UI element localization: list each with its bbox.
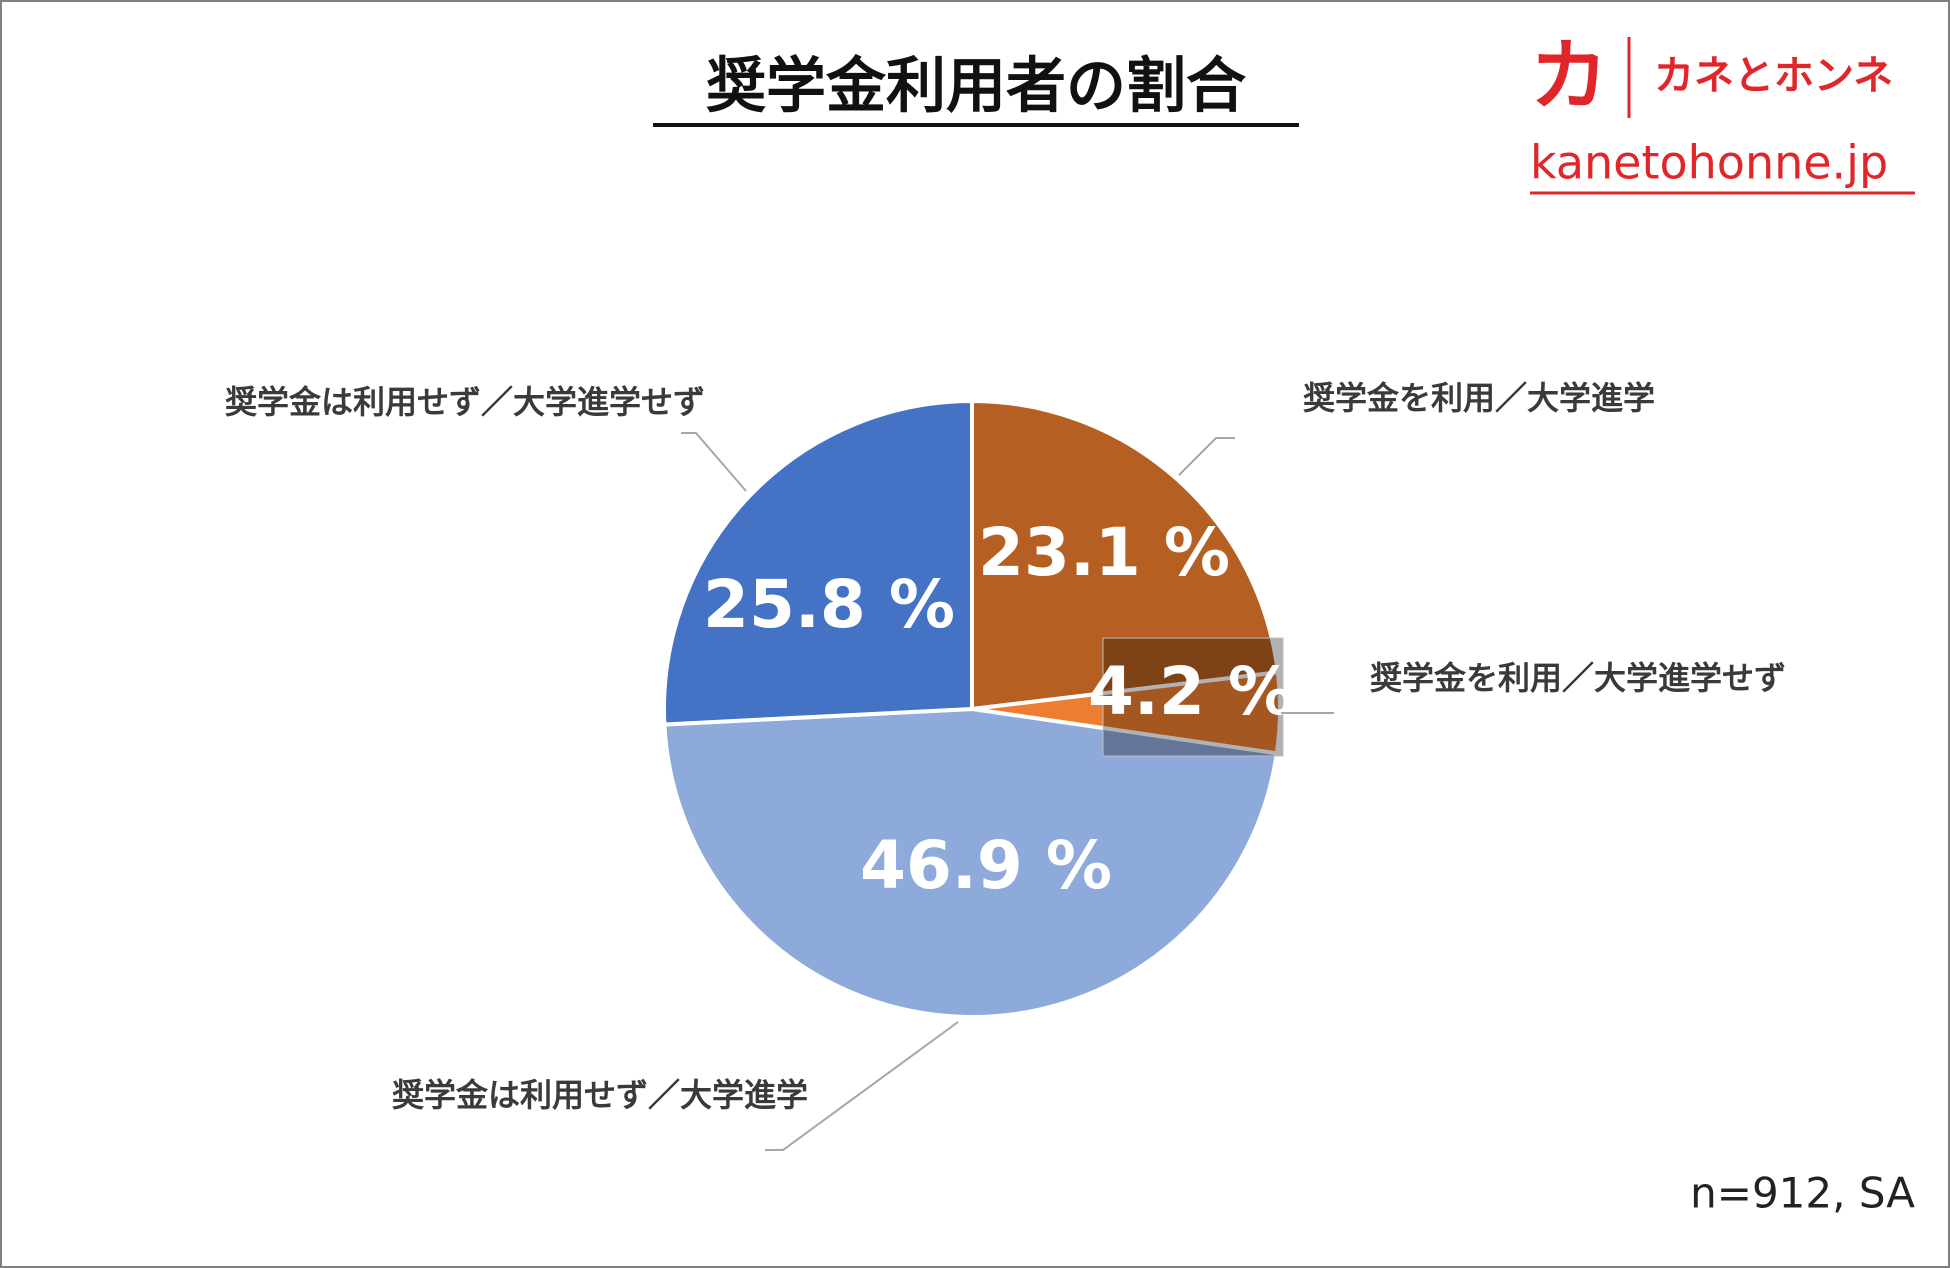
data-label: 23.1 % [978,514,1230,591]
category-label: 奨学金を利用／大学進学せず [1370,659,1786,697]
data-label: 46.9 % [860,827,1112,904]
pie-slice [970,398,1281,712]
category-label: 奨学金は利用せず／大学進学せず [225,383,705,421]
leader-line [1178,437,1235,476]
logo-name: カネとホンネ [1654,53,1893,99]
pie-slice [662,706,1280,1019]
footnote: n=912, SA [1690,1169,1915,1218]
category-label: 奨学金を利用／大学進学 [1303,379,1655,417]
chart-title: 奨学金利用者の割合 [706,52,1246,122]
category-label: 奨学金は利用せず／大学進学 [392,1076,808,1114]
leader-line [765,1021,959,1151]
label-backdrop [1102,637,1284,757]
data-label: 4.2 % [1088,653,1294,730]
data-label: 25.8 % [703,566,955,643]
leader-line [681,432,747,492]
logo-mark: カ [1530,31,1608,121]
pie-slice [662,398,974,727]
logo-url: kanetohonne.jp [1530,136,1888,190]
